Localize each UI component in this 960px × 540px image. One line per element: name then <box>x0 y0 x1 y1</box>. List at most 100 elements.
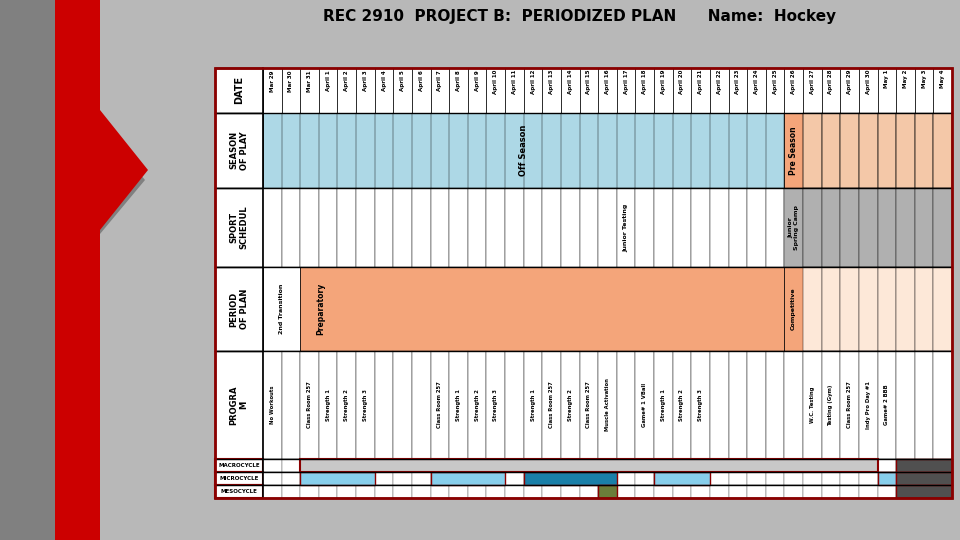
Bar <box>215 68 952 498</box>
Bar <box>784 113 803 188</box>
Bar <box>673 351 691 459</box>
Bar <box>338 472 356 485</box>
Text: W.C. Testing: W.C. Testing <box>810 387 815 423</box>
Bar <box>281 472 300 485</box>
Text: Pre Season: Pre Season <box>789 126 798 174</box>
Bar <box>709 68 729 113</box>
Bar <box>840 113 859 188</box>
Bar <box>263 68 281 113</box>
Bar <box>896 68 915 113</box>
Bar <box>505 68 524 113</box>
Text: Competitive: Competitive <box>791 288 796 330</box>
Bar <box>468 188 487 267</box>
Bar <box>822 267 840 351</box>
Text: Indy Pro Day #1: Indy Pro Day #1 <box>866 381 871 429</box>
Text: April 20: April 20 <box>680 70 684 94</box>
Bar <box>215 459 263 472</box>
Bar <box>431 188 449 267</box>
Bar <box>300 351 319 459</box>
Bar <box>896 113 915 188</box>
Bar <box>431 485 449 498</box>
Bar <box>729 188 747 267</box>
Bar <box>263 459 281 472</box>
Bar <box>915 188 933 267</box>
Bar <box>822 485 840 498</box>
Text: MACROCYCLE: MACROCYCLE <box>218 463 260 468</box>
Bar <box>338 485 356 498</box>
Bar <box>524 459 542 472</box>
Text: SEASON
OF PLAY: SEASON OF PLAY <box>229 131 249 170</box>
Bar <box>300 472 319 485</box>
Bar <box>729 472 747 485</box>
Text: Off Season: Off Season <box>519 125 528 176</box>
Polygon shape <box>55 0 148 540</box>
Bar <box>933 459 952 472</box>
Text: SPORT
SCHEDUL: SPORT SCHEDUL <box>229 206 249 249</box>
Text: April 28: April 28 <box>828 70 833 94</box>
Bar <box>412 472 431 485</box>
Bar <box>542 68 561 113</box>
Bar <box>580 188 598 267</box>
Bar <box>394 351 412 459</box>
Bar <box>487 351 505 459</box>
Bar <box>468 459 487 472</box>
Bar <box>877 188 896 267</box>
Bar <box>709 472 729 485</box>
Bar <box>896 188 915 267</box>
Text: April 29: April 29 <box>847 70 852 94</box>
Bar <box>542 459 561 472</box>
Bar <box>524 351 542 459</box>
Bar <box>374 68 394 113</box>
Text: May 4: May 4 <box>940 70 946 89</box>
Text: April 18: April 18 <box>642 70 647 94</box>
Bar <box>766 472 784 485</box>
Text: Strength 3: Strength 3 <box>698 389 703 421</box>
Bar <box>598 485 617 498</box>
Text: April 26: April 26 <box>791 70 796 94</box>
Bar <box>915 485 933 498</box>
Bar <box>636 459 654 472</box>
Bar <box>356 351 374 459</box>
Text: April 12: April 12 <box>531 70 536 94</box>
Bar <box>729 459 747 472</box>
Bar <box>505 472 524 485</box>
Bar <box>636 188 654 267</box>
Bar <box>300 188 319 267</box>
Bar <box>319 472 338 485</box>
Text: April 16: April 16 <box>605 70 610 94</box>
Bar <box>654 472 709 485</box>
Bar <box>915 351 933 459</box>
Bar <box>877 351 896 459</box>
Bar <box>729 485 747 498</box>
Bar <box>617 68 636 113</box>
Bar <box>319 68 338 113</box>
Bar <box>840 68 859 113</box>
Bar <box>487 188 505 267</box>
Bar <box>215 267 263 351</box>
Bar <box>933 68 952 113</box>
Bar <box>617 351 636 459</box>
Bar <box>729 68 747 113</box>
Bar <box>877 267 896 351</box>
Bar <box>766 459 784 472</box>
Bar <box>412 459 431 472</box>
Bar <box>896 485 952 498</box>
Bar <box>784 68 803 113</box>
Text: April 7: April 7 <box>438 70 443 91</box>
Text: April 3: April 3 <box>363 70 368 91</box>
Bar <box>431 472 505 485</box>
Bar <box>673 68 691 113</box>
Text: Strength 3: Strength 3 <box>363 389 368 421</box>
Bar <box>394 188 412 267</box>
Bar <box>896 485 915 498</box>
Bar <box>840 351 859 459</box>
Bar <box>487 472 505 485</box>
Bar <box>487 485 505 498</box>
Text: Class Room 257: Class Room 257 <box>307 382 312 428</box>
Bar <box>281 459 300 472</box>
Bar <box>598 485 617 498</box>
Text: April 21: April 21 <box>698 70 703 94</box>
Bar <box>784 267 803 351</box>
Bar <box>449 351 468 459</box>
Bar <box>617 485 636 498</box>
